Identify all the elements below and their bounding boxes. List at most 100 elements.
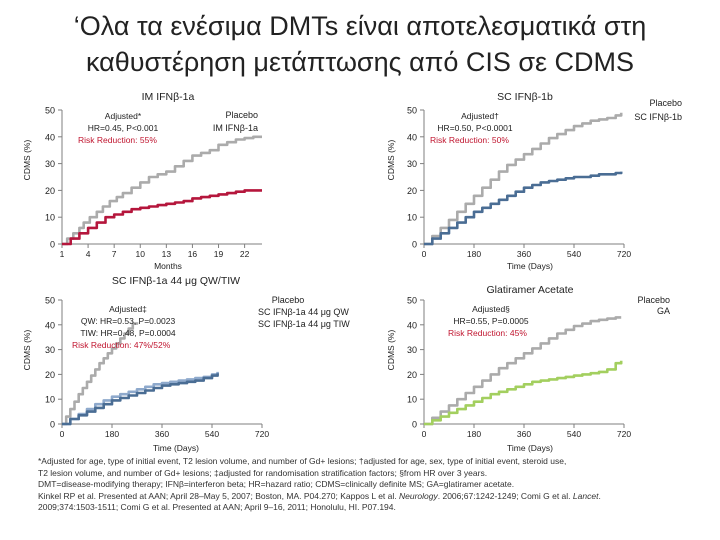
chart-1-stats-text: HR=0.45, P<0.001: [88, 123, 159, 133]
footnote-line-4-end: .: [598, 490, 601, 501]
chart-4-x-tick-label: 180: [467, 429, 481, 439]
chart-4-x-tick-label: 720: [617, 429, 631, 439]
slide-title-line-2: καθυστέρηση μετάπτωσης από CIS σε CDMS: [85, 47, 635, 77]
chart-2-x-tick-label: 180: [467, 249, 481, 259]
chart-1-x-tick-label: 4: [86, 249, 91, 259]
chart-1-legend-label: IM IFNβ-1a: [213, 123, 258, 133]
chart-3-y-tick-label: 10: [45, 395, 55, 405]
chart-2-y-tick-label: 0: [412, 240, 417, 250]
chart-3-y-tick-label: 40: [45, 320, 55, 330]
chart-4-x-tick-label: 360: [517, 429, 531, 439]
chart-2-stats-text: Adjusted†: [461, 111, 499, 121]
chart-1-y-axis-label: CDMS (%): [22, 140, 32, 181]
chart-3-x-tick-label: 540: [205, 429, 219, 439]
chart-1-x-tick-label: 22: [240, 249, 250, 259]
chart-4-stats-text: HR=0.55, P=0.0005: [453, 316, 528, 326]
chart-2-title: SC IFNβ-1b: [497, 91, 553, 103]
chart-4-y-tick-label: 50: [407, 296, 417, 306]
chart-4-stats-text: Adjusted§: [472, 304, 510, 314]
chart-2-x-tick-label: 540: [567, 249, 581, 259]
footnote-line-2: T2 lesion volume, and number of Gd+ lesi…: [38, 467, 488, 478]
chart-1-y-tick-label: 40: [45, 132, 55, 142]
chart-4-y-tick-label: 40: [407, 320, 417, 330]
chart-1-x-tick-label: 19: [214, 249, 224, 259]
chart-1-series-line-1: [62, 135, 262, 246]
chart-3-y-tick-label: 50: [45, 296, 55, 306]
footnote-line-4-text: Kinkel RP et al. Presented at AAN; April…: [38, 490, 399, 501]
chart-4-legend-label: Placebo: [637, 295, 670, 305]
chart-3-legend-label: SC IFNβ-1a 44 μg QW: [258, 307, 349, 317]
chart-4-legend-label: GA: [657, 306, 670, 316]
chart-3-y-tick-label: 0: [50, 420, 55, 430]
chart-1-y-tick-label: 20: [45, 186, 55, 196]
chart-3-y-axis-label: CDMS (%): [22, 330, 32, 371]
footnote-line-4: Kinkel RP et al. Presented at AAN; April…: [38, 491, 708, 503]
chart-1-y-tick-label: 10: [45, 213, 55, 223]
chart-2-series-line-2: [424, 171, 623, 246]
footnotes: *Adjusted for age, type of initial event…: [38, 456, 708, 514]
chart-4-series-line-1: [424, 316, 622, 426]
chart-2-stats-text: HR=0.50, P<0.0001: [437, 123, 512, 133]
chart-2-series-line-1: [424, 112, 623, 246]
chart-2-x-tick-label: 720: [617, 249, 631, 259]
chart-3-x-tick-label: 0: [60, 429, 65, 439]
chart-1-legend-label: Placebo: [225, 110, 258, 120]
chart-2-x-axis-label: Time (Days): [507, 261, 553, 271]
chart-3-stats-text: QW: HR=0.53, P=0.0023: [81, 316, 176, 326]
chart-4-y-axis-label: CDMS (%): [386, 330, 396, 371]
chart-2-y-axis-label: CDMS (%): [386, 140, 396, 181]
chart-4-y-tick-label: 0: [412, 420, 417, 430]
slide-title-line-1: ‘Ολα τα ενέσιμα DMTs είναι αποτελεσματικ…: [73, 11, 647, 41]
chart-2-risk-reduction: Risk Reduction: 50%: [430, 135, 509, 145]
chart-4-risk-reduction: Risk Reduction: 45%: [448, 328, 527, 338]
chart-3-x-tick-label: 720: [255, 429, 269, 439]
chart-3-series-line-1: [62, 322, 139, 426]
chart-2-y-tick-label: 40: [407, 132, 417, 142]
chart-2-x-tick-label: 360: [517, 249, 531, 259]
chart-1-stats-text: Adjusted*: [105, 111, 142, 121]
chart-3-x-tick-label: 360: [155, 429, 169, 439]
footnote-line-5: 2009;374:1503-1511; Comi G et al. Presen…: [38, 502, 396, 512]
chart-1-y-tick-label: 50: [45, 106, 55, 116]
chart-3-stats-text: TIW: HR=0.48, P=0.0004: [80, 328, 176, 338]
chart-1-series-line-2: [62, 189, 262, 246]
chart-3-y-tick-label: 20: [45, 370, 55, 380]
chart-1-y-tick-label: 30: [45, 159, 55, 169]
footnote-journal-lancet: Lancet: [572, 490, 599, 501]
chart-4-title: Glatiramer Acetate: [487, 284, 574, 296]
chart-2-y-tick-label: 10: [407, 213, 417, 223]
chart-3-legend-label: Placebo: [272, 295, 305, 305]
chart-1-y-tick-label: 0: [50, 240, 55, 250]
chart-2-legend-label: SC IFNβ-1b: [634, 112, 682, 122]
chart-4-y-tick-label: 20: [407, 370, 417, 380]
chart-1-x-tick-label: 1: [60, 249, 65, 259]
footnote-line-1: *Adjusted for age, type of initial event…: [38, 456, 567, 466]
chart-1-x-axis-label: Months: [154, 261, 182, 271]
chart-3-title: SC IFNβ-1a 44 μg QW/TIW: [112, 275, 240, 287]
chart-3-y-tick-label: 30: [45, 345, 55, 355]
chart-2-x-tick-label: 0: [422, 249, 427, 259]
chart-2-y-tick-label: 30: [407, 159, 417, 169]
chart-2-legend-label: Placebo: [649, 98, 682, 108]
chart-1-title: IM IFNβ-1a: [142, 91, 195, 103]
chart-3-stats-text: Adjusted‡: [109, 304, 147, 314]
slide-title: ‘Ολα τα ενέσιμα DMTs είναι αποτελεσματικ…: [0, 8, 720, 80]
chart-3-risk-reduction: Risk Reduction: 47%/52%: [72, 340, 171, 350]
chart-3-x-tick-label: 180: [105, 429, 119, 439]
footnote-journal-neurology: Neurology: [399, 490, 438, 501]
chart-1-x-tick-label: 13: [162, 249, 172, 259]
chart-4-series-line-2: [424, 360, 623, 426]
footnote-line-4-mid: . 2006;67:1242-1249; Comi G et al.: [437, 490, 573, 501]
chart-2-y-tick-label: 50: [407, 106, 417, 116]
chart-4-x-tick-label: 540: [567, 429, 581, 439]
chart-1-risk-reduction: Risk Reduction: 55%: [78, 135, 157, 145]
chart-4-y-tick-label: 10: [407, 395, 417, 405]
chart-1-x-tick-label: 7: [112, 249, 117, 259]
chart-1-x-tick-label: 10: [136, 249, 146, 259]
chart-4-x-tick-label: 0: [422, 429, 427, 439]
chart-3-series-line-3: [62, 373, 219, 426]
chart-2-y-tick-label: 20: [407, 186, 417, 196]
chart-4-y-tick-label: 30: [407, 345, 417, 355]
chart-4-x-axis-label: Time (Days): [507, 443, 553, 453]
